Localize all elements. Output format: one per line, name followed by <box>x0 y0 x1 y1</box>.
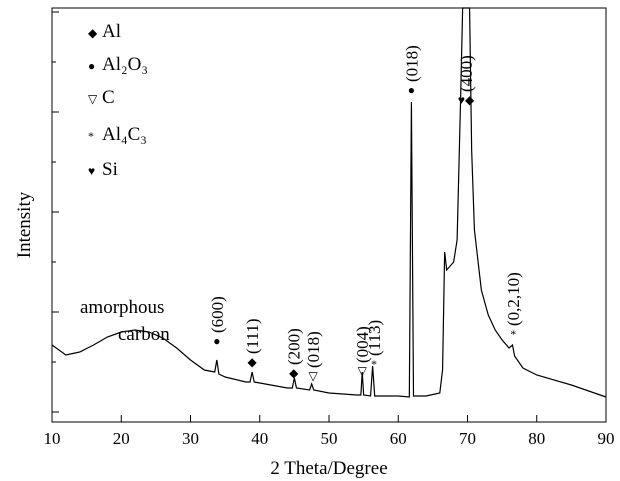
peak-symbol: ● <box>408 83 415 97</box>
legend-symbol: ▽ <box>88 92 98 106</box>
peak-symbol: * <box>371 357 377 371</box>
peak-symbol: ◆ <box>289 366 299 380</box>
x-tick-label: 40 <box>251 429 268 448</box>
x-axis-label: 2 Theta/Degree <box>270 458 387 479</box>
x-tick-label: 90 <box>598 429 615 448</box>
peak-label: (004) <box>353 326 372 363</box>
x-tick-label: 70 <box>459 429 476 448</box>
peak-label: (113) <box>365 320 384 356</box>
legend-label: Al₂O₃ <box>102 54 148 75</box>
x-tick-label: 60 <box>390 429 407 448</box>
peak-symbol: ◆ <box>248 355 258 369</box>
xrd-line <box>51 7 607 398</box>
legend-label: Al <box>102 21 121 42</box>
amorphous-note: carbon <box>118 324 170 345</box>
amorphous-note: amorphous <box>80 297 164 318</box>
legend-label: Si <box>102 159 118 180</box>
x-tick-label: 10 <box>44 429 61 448</box>
peak-label: (0,2,10) <box>504 272 523 326</box>
peak-label: (018) <box>402 45 421 82</box>
legend-symbol: * <box>88 129 94 143</box>
y-axis-label: Intensity <box>14 191 35 258</box>
peak-symbol: ▽ <box>308 369 318 383</box>
peak-label: (200) <box>285 328 304 365</box>
legend-symbol: ◆ <box>88 26 98 40</box>
peak-symbol: ♥◆ <box>458 93 475 107</box>
x-tick-label: 30 <box>182 429 199 448</box>
peak-label: (600) <box>208 296 227 333</box>
peak-label: (018) <box>304 331 323 368</box>
peak-symbol: ▽ <box>358 364 368 378</box>
peak-label: (400) <box>457 55 476 92</box>
peak-label: (111) <box>243 318 262 354</box>
peak-symbol: ● <box>213 334 220 348</box>
legend-label: Al₄C₃ <box>102 124 147 145</box>
legend-symbol: ♥ <box>88 164 95 178</box>
x-tick-label: 50 <box>321 429 338 448</box>
x-tick-label: 20 <box>113 429 130 448</box>
peak-symbol: * <box>510 327 516 341</box>
legend-label: C <box>102 87 115 108</box>
x-tick-label: 80 <box>528 429 545 448</box>
legend-symbol: ● <box>88 59 95 73</box>
